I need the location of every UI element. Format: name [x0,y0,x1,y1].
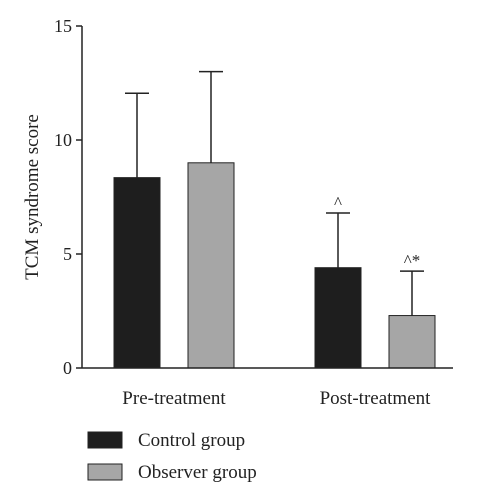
legend: Control group Observer group [87,430,257,483]
bar-control-group [113,177,161,369]
legend-swatch [87,463,123,481]
y-tick-label: 10 [54,130,72,150]
legend-swatch [87,431,123,449]
bars-layer: ^ ^* [113,70,436,369]
axes-layer [81,26,453,369]
y-ticks-layer: 0 5 10 15 [54,16,82,378]
y-axis-label: TCM syndrome score [22,114,43,280]
y-tick-label: 15 [54,16,72,36]
significance-marker: ^ [334,193,342,212]
legend-label: Control group [138,430,245,451]
bar-observer-group [187,162,235,369]
x-category-labels: Pre-treatment Post-treatment [122,388,431,409]
bar-control-group [314,267,362,369]
x-category-label: Post-treatment [320,388,432,409]
y-tick-label: 0 [63,358,72,378]
y-tick-label: 5 [63,244,72,264]
bar-observer-group [388,315,436,369]
significance-marker: ^* [404,251,420,270]
legend-label: Observer group [138,462,257,483]
x-category-label: Pre-treatment [122,388,226,409]
